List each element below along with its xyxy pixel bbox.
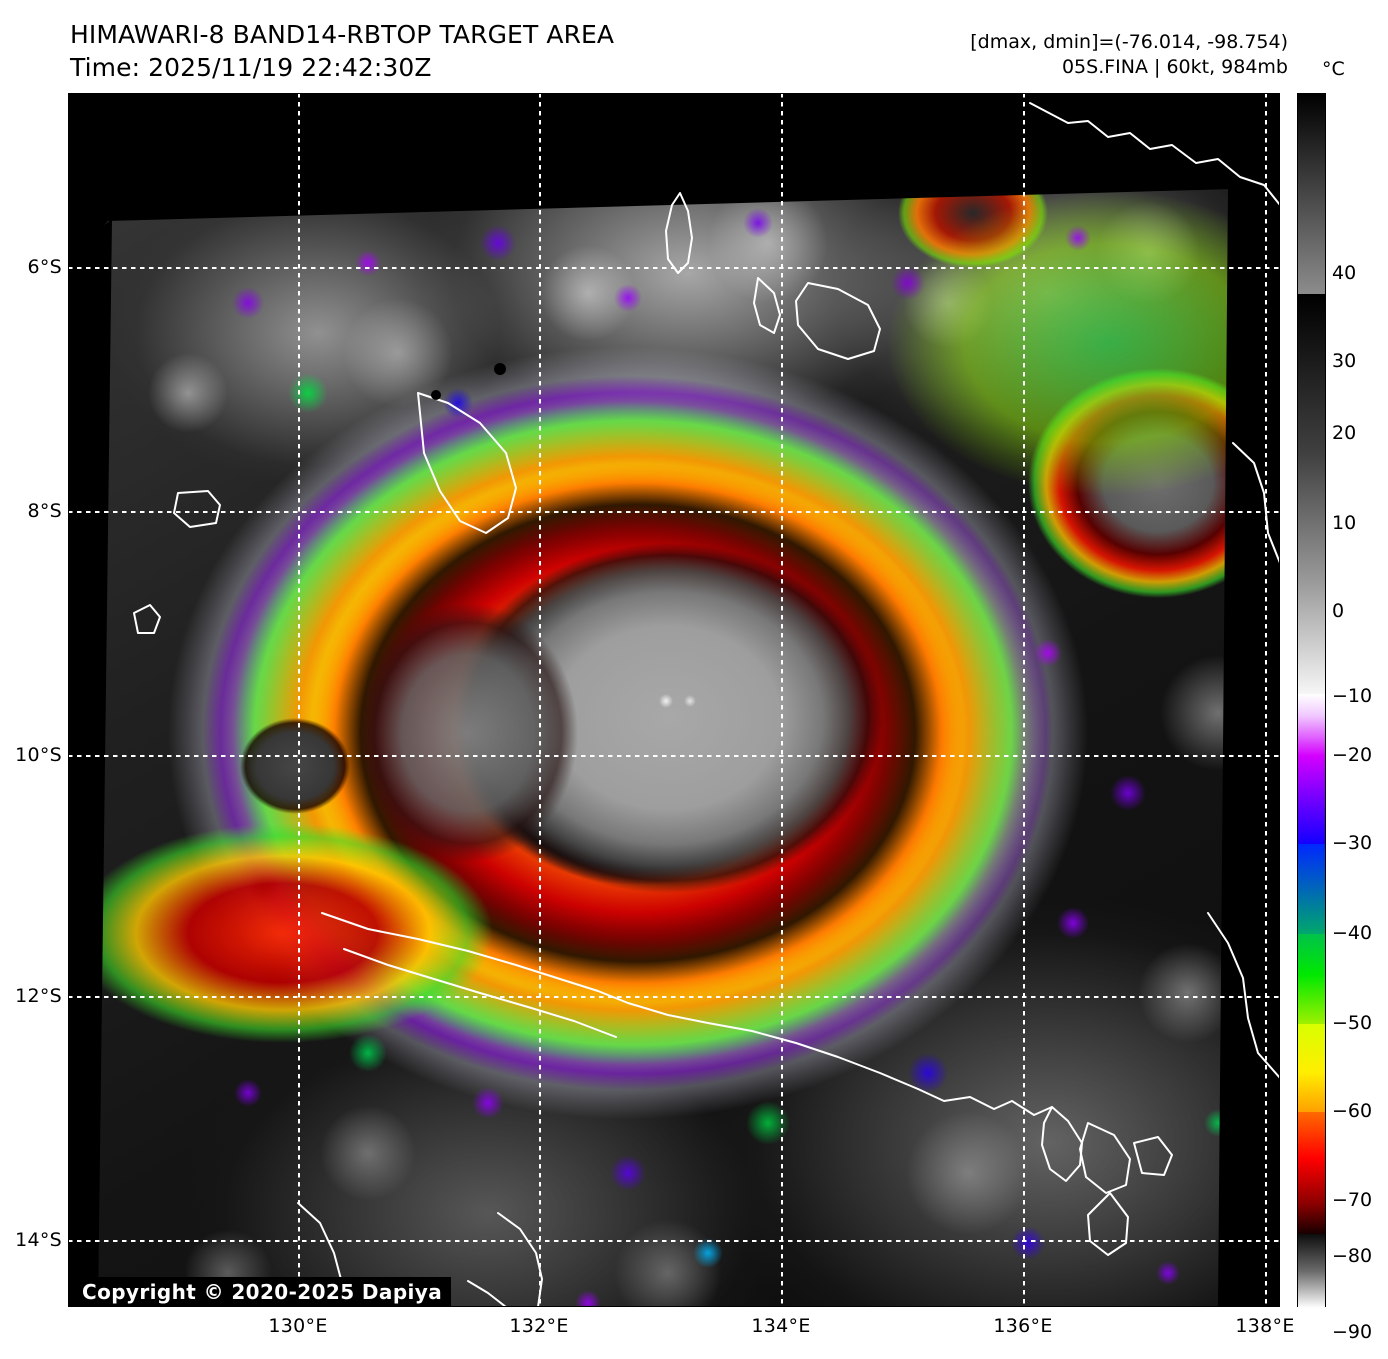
gridline-lat-10s — [68, 755, 1280, 757]
cbar-tick-20: 20 — [1332, 422, 1357, 444]
title-block: HIMAWARI-8 BAND14-RBTOP TARGET AREA Time… — [70, 19, 614, 84]
gridline-lon-132 — [539, 93, 541, 1307]
timestamp: Time: 2025/11/19 22:42:30Z — [70, 52, 432, 82]
gridline-lon-134 — [781, 93, 783, 1307]
page-title: HIMAWARI-8 BAND14-RBTOP TARGET AREA — [70, 20, 615, 49]
cbar-seg-orange-red — [1298, 1112, 1325, 1234]
cbar-tick-n20: −20 — [1332, 744, 1373, 766]
cbar-seg-cold-grey — [1298, 1234, 1325, 1308]
cbar-tick-0: 0 — [1332, 600, 1345, 622]
lat-tick-6s: 6°S — [27, 256, 62, 278]
colorbar-unit-label: °C — [1322, 58, 1345, 80]
cbar-tick-40: 40 — [1332, 262, 1357, 284]
cbar-tick-n50: −50 — [1332, 1012, 1373, 1034]
lat-tick-12s: 12°S — [15, 985, 62, 1007]
cbar-tick-n30: −30 — [1332, 832, 1373, 854]
cbar-tick-n90: −90 — [1332, 1321, 1373, 1343]
scattered-convection-layer — [68, 93, 1280, 1307]
cbar-tick-30: 30 — [1332, 350, 1357, 372]
dminmax-label: [dmax, dmin]=(-76.014, -98.754) — [970, 31, 1288, 53]
cbar-seg-blue-green — [1298, 844, 1325, 934]
cbar-seg-hot-grey — [1298, 94, 1325, 294]
gridline-lat-6s — [68, 267, 1280, 269]
cbar-seg-black-white — [1298, 294, 1325, 694]
cbar-seg-magenta-blue — [1298, 756, 1325, 844]
gridline-lon-138 — [1265, 93, 1267, 1307]
copyright-notice: Copyright © 2020-2025 Dapiya — [73, 1277, 452, 1307]
cbar-seg-violet — [1298, 694, 1325, 756]
graticule — [68, 93, 1280, 1307]
storm-label: 05S.FINA | 60kt, 984mb — [1061, 56, 1288, 79]
cbar-seg-green — [1298, 934, 1325, 1024]
cbar-seg-yellow — [1298, 1024, 1325, 1112]
cbar-tick-10: 10 — [1332, 512, 1357, 534]
cbar-tick-n60: −60 — [1332, 1100, 1373, 1122]
gridline-lon-136 — [1023, 93, 1025, 1307]
metadata-block: [dmax, dmin]=(-76.014, -98.754) 05S.FINA… — [970, 30, 1288, 80]
gridline-lat-8s — [68, 511, 1280, 513]
cbar-tick-n40: −40 — [1332, 922, 1373, 944]
satellite-image-plot: Copyright © 2020-2025 Dapiya — [68, 93, 1280, 1307]
lat-tick-14s: 14°S — [15, 1229, 62, 1251]
temperature-colorbar — [1297, 93, 1326, 1308]
cbar-tick-n10: −10 — [1332, 685, 1373, 707]
lat-tick-8s: 8°S — [27, 500, 62, 522]
cbar-tick-n70: −70 — [1332, 1189, 1373, 1211]
lon-tick-138e: 138°E — [1235, 1315, 1295, 1337]
coastline-overlay — [68, 93, 1280, 1307]
gridline-lon-130 — [298, 93, 300, 1307]
cbar-tick-n80: −80 — [1332, 1245, 1373, 1267]
lon-tick-130e: 130°E — [268, 1315, 328, 1337]
no-data-wedge-east — [1218, 153, 1280, 1307]
gridline-lat-12s — [68, 996, 1280, 998]
lon-tick-136e: 136°E — [993, 1315, 1053, 1337]
lon-tick-134e: 134°E — [751, 1315, 811, 1337]
lon-tick-132e: 132°E — [509, 1315, 569, 1337]
gridline-lat-14s — [68, 1240, 1280, 1242]
lat-tick-10s: 10°S — [15, 744, 62, 766]
